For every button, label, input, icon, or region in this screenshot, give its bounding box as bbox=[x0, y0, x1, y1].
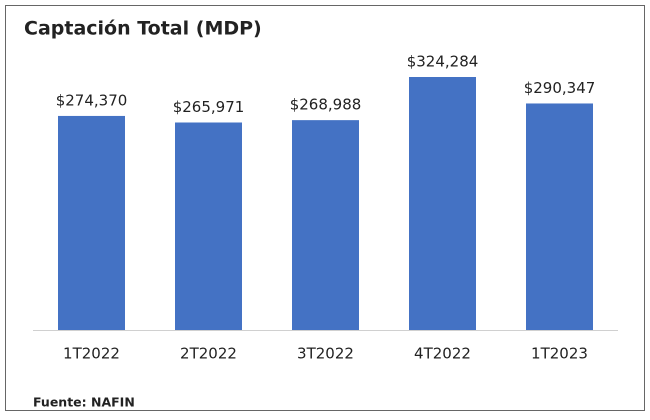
value-label: $324,284 bbox=[407, 53, 479, 71]
bar bbox=[58, 115, 125, 330]
value-label: $274,370 bbox=[56, 91, 128, 109]
x-tick-label: 1T2022 bbox=[63, 345, 120, 363]
bar bbox=[175, 122, 242, 330]
x-tick-label: 3T2022 bbox=[297, 345, 354, 363]
x-tick-label: 2T2022 bbox=[180, 345, 237, 363]
x-tick-label: 1T2023 bbox=[531, 345, 588, 363]
chart-title: Captación Total (MDP) bbox=[24, 18, 262, 40]
source-note: Fuente: NAFIN bbox=[33, 395, 135, 410]
x-tick-label: 4T2022 bbox=[414, 345, 471, 363]
value-label: $290,347 bbox=[524, 79, 596, 97]
bar bbox=[526, 103, 593, 330]
value-label: $265,971 bbox=[173, 98, 245, 116]
value-label: $268,988 bbox=[290, 96, 362, 114]
bar bbox=[409, 77, 476, 330]
bar bbox=[292, 120, 359, 330]
